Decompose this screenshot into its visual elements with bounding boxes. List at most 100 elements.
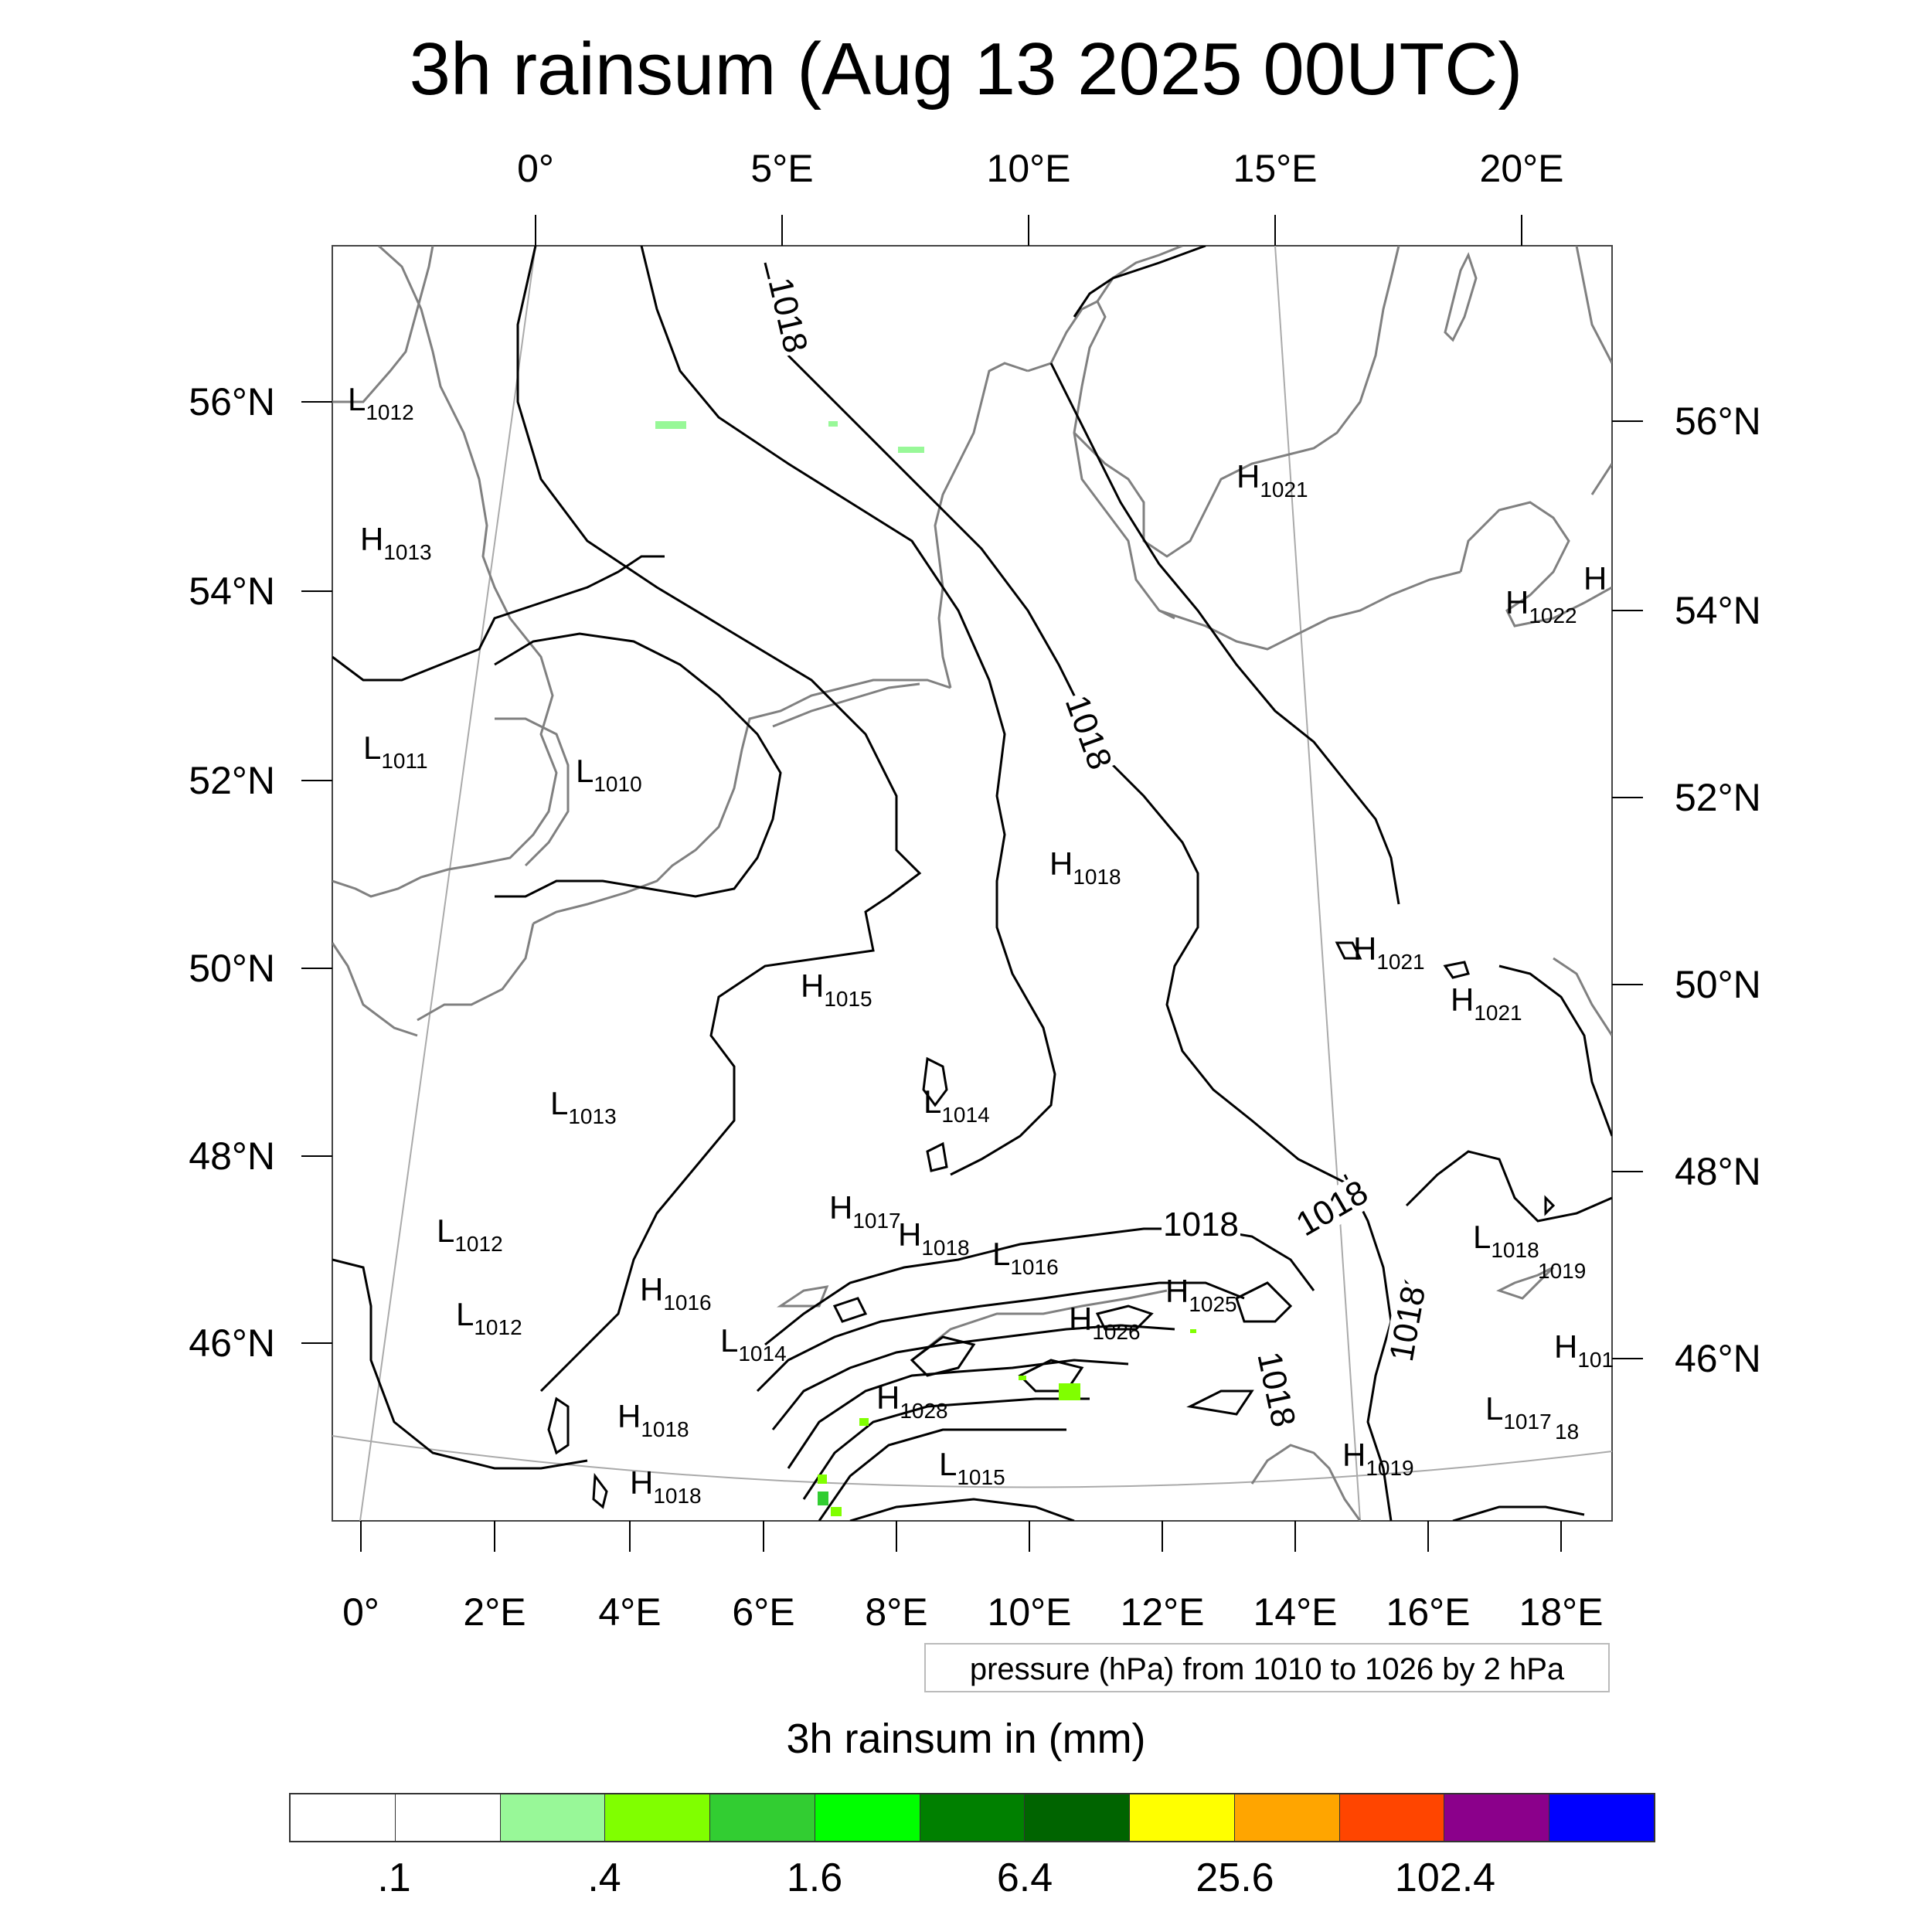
bottom-tick-8e: 8°E bbox=[865, 1590, 928, 1634]
coast-east-anglia bbox=[495, 717, 570, 867]
bottom-tick-4e: 4°E bbox=[598, 1590, 662, 1634]
isobar-sweden bbox=[1049, 246, 1400, 905]
isobar-main-mid bbox=[640, 246, 1056, 1176]
top-tick-15e: 15°E bbox=[1233, 147, 1318, 190]
meridian-15e bbox=[1274, 246, 1361, 1521]
right-tick-48n: 48°N bbox=[1675, 1150, 1761, 1193]
rain-alps-5 bbox=[831, 1507, 842, 1516]
top-tick-0: 0° bbox=[517, 147, 554, 190]
isobar-alps-north bbox=[764, 1227, 1315, 1346]
bottom-tick-16e: 16°E bbox=[1386, 1590, 1471, 1634]
bottom-tick-10e: 10°E bbox=[987, 1590, 1072, 1634]
isobar-alps-ring4 bbox=[832, 1297, 868, 1323]
coast-great-britain bbox=[332, 246, 558, 898]
rain-alps-6 bbox=[1019, 1376, 1026, 1380]
bottom-tick-0: 0° bbox=[342, 1590, 379, 1634]
pressure-center-high: H1018 bbox=[1049, 845, 1121, 889]
isobar-main-left bbox=[516, 246, 922, 1393]
colorbar-swatch bbox=[920, 1794, 1026, 1841]
isobar-alps-ring3 bbox=[1095, 1304, 1154, 1331]
isobar-right-1021 bbox=[1498, 964, 1612, 1137]
colorbar bbox=[289, 1793, 1655, 1842]
isobar-alps-5 bbox=[818, 1428, 1066, 1521]
rain-north-sea-2 bbox=[828, 421, 838, 427]
coast-denmark-west bbox=[934, 362, 1029, 689]
colorbar-swatch bbox=[1130, 1794, 1235, 1841]
isobar-alps-ring1 bbox=[910, 1335, 976, 1377]
coast-france-west bbox=[417, 923, 535, 1022]
isobar-1010-ring bbox=[494, 632, 782, 898]
coastlines bbox=[332, 246, 1612, 1521]
pressure-center-high: H1028 bbox=[876, 1379, 948, 1423]
coast-gotland bbox=[1444, 252, 1478, 342]
tick-marks bbox=[301, 215, 1643, 1552]
rain-alps-4 bbox=[818, 1492, 828, 1505]
colorbar-swatch bbox=[500, 1794, 606, 1841]
coast-lake-geneva bbox=[777, 1285, 829, 1308]
pressure-center-high: H1017 bbox=[829, 1189, 901, 1233]
right-tick-54n: 54°N bbox=[1675, 589, 1761, 632]
isobar-alps-1 bbox=[756, 1281, 1245, 1393]
pressure-center-low: L1011 bbox=[363, 730, 428, 774]
rain-alps-2 bbox=[859, 1418, 869, 1426]
pressure-center-low: L1014 bbox=[720, 1322, 787, 1366]
pressure-center-high: H1021 bbox=[1353, 930, 1425, 975]
left-tick-46n: 46°N bbox=[189, 1321, 275, 1365]
colorbar-label: 1.6 bbox=[786, 1855, 843, 1900]
coast-france-north bbox=[532, 679, 951, 925]
isobar-east-basin bbox=[1405, 1150, 1612, 1223]
isobar-main-right bbox=[764, 262, 1361, 1192]
bottom-tick-18e: 18°E bbox=[1519, 1590, 1604, 1634]
top-tick-5e: 5°E bbox=[750, 147, 814, 190]
coast-adriatic bbox=[1250, 1444, 1362, 1521]
coast-baltic-east bbox=[1459, 501, 1612, 628]
colorbar-swatch bbox=[1234, 1794, 1340, 1841]
pressure-center-low: L1014 bbox=[923, 1083, 990, 1128]
pressure-center-high: H1013 bbox=[360, 521, 432, 565]
pressure-info-box: pressure (hPa) from 1010 to 1026 by 2 hP… bbox=[924, 1643, 1610, 1692]
pressure-center-high: H1018 bbox=[898, 1216, 970, 1260]
colorbar-label: 102.4 bbox=[1394, 1855, 1496, 1900]
left-tick-52n: 52°N bbox=[189, 759, 275, 802]
coast-denmark-east bbox=[1027, 299, 1175, 620]
coast-germany-baltic bbox=[1158, 570, 1461, 651]
colorbar-swatch bbox=[815, 1794, 920, 1841]
isobar-small-ring-bottom-left bbox=[547, 1396, 570, 1455]
pressure-center-low: L1012 bbox=[437, 1213, 503, 1257]
rain-north-sea-3 bbox=[898, 447, 924, 453]
pressure-center-high: H1019 bbox=[1342, 1437, 1414, 1481]
rain-north-sea-1 bbox=[655, 421, 686, 429]
colorbar-label: .4 bbox=[587, 1855, 621, 1900]
colorbar-title: 3h rainsum in (mm) bbox=[786, 1716, 1146, 1762]
pressure-center-low: L1017 bbox=[1485, 1390, 1552, 1434]
bottom-tick-2e: 2°E bbox=[463, 1590, 526, 1634]
isobar-south-left bbox=[332, 1258, 588, 1470]
colorbar-label: .1 bbox=[377, 1855, 411, 1900]
pressure-center-high: H1026 bbox=[1069, 1301, 1141, 1345]
colorbar-swatch bbox=[291, 1794, 396, 1841]
pressure-center-low: L1012 bbox=[348, 381, 414, 425]
pressure-center-high: H1016 bbox=[640, 1271, 712, 1315]
pressure-center-low: L1010 bbox=[576, 753, 642, 797]
pressure-center-high: H1022 bbox=[1505, 584, 1577, 628]
pressure-center-high: H1021 bbox=[1236, 458, 1308, 502]
colorbar-swatch bbox=[1339, 1794, 1445, 1841]
pressure-center-low: L1015 bbox=[939, 1446, 1005, 1490]
coast-sweden bbox=[1073, 246, 1400, 558]
isobar-label: 1018 bbox=[1162, 1206, 1240, 1243]
right-tick-50n: 50°N bbox=[1675, 963, 1761, 1006]
parallel-45n bbox=[332, 1435, 1612, 1488]
pressure-center-high: H bbox=[1583, 560, 1607, 597]
rain-alps-3 bbox=[818, 1475, 827, 1484]
pressure-center-low: L1018 bbox=[1473, 1219, 1539, 1263]
pressure-center-low: L1012 bbox=[456, 1296, 522, 1340]
pressure-center-low: L1016 bbox=[992, 1236, 1059, 1280]
isobar-value-fragment: 1019 bbox=[1538, 1259, 1587, 1283]
rain-patches bbox=[655, 421, 1196, 1516]
left-tick-48n: 48°N bbox=[189, 1134, 275, 1178]
isobar-east-1018 bbox=[1343, 1174, 1393, 1521]
coast-alps-border bbox=[911, 1289, 1168, 1362]
coast-hungary bbox=[1553, 957, 1612, 1036]
pressure-center-high: H1021 bbox=[1451, 981, 1522, 1026]
